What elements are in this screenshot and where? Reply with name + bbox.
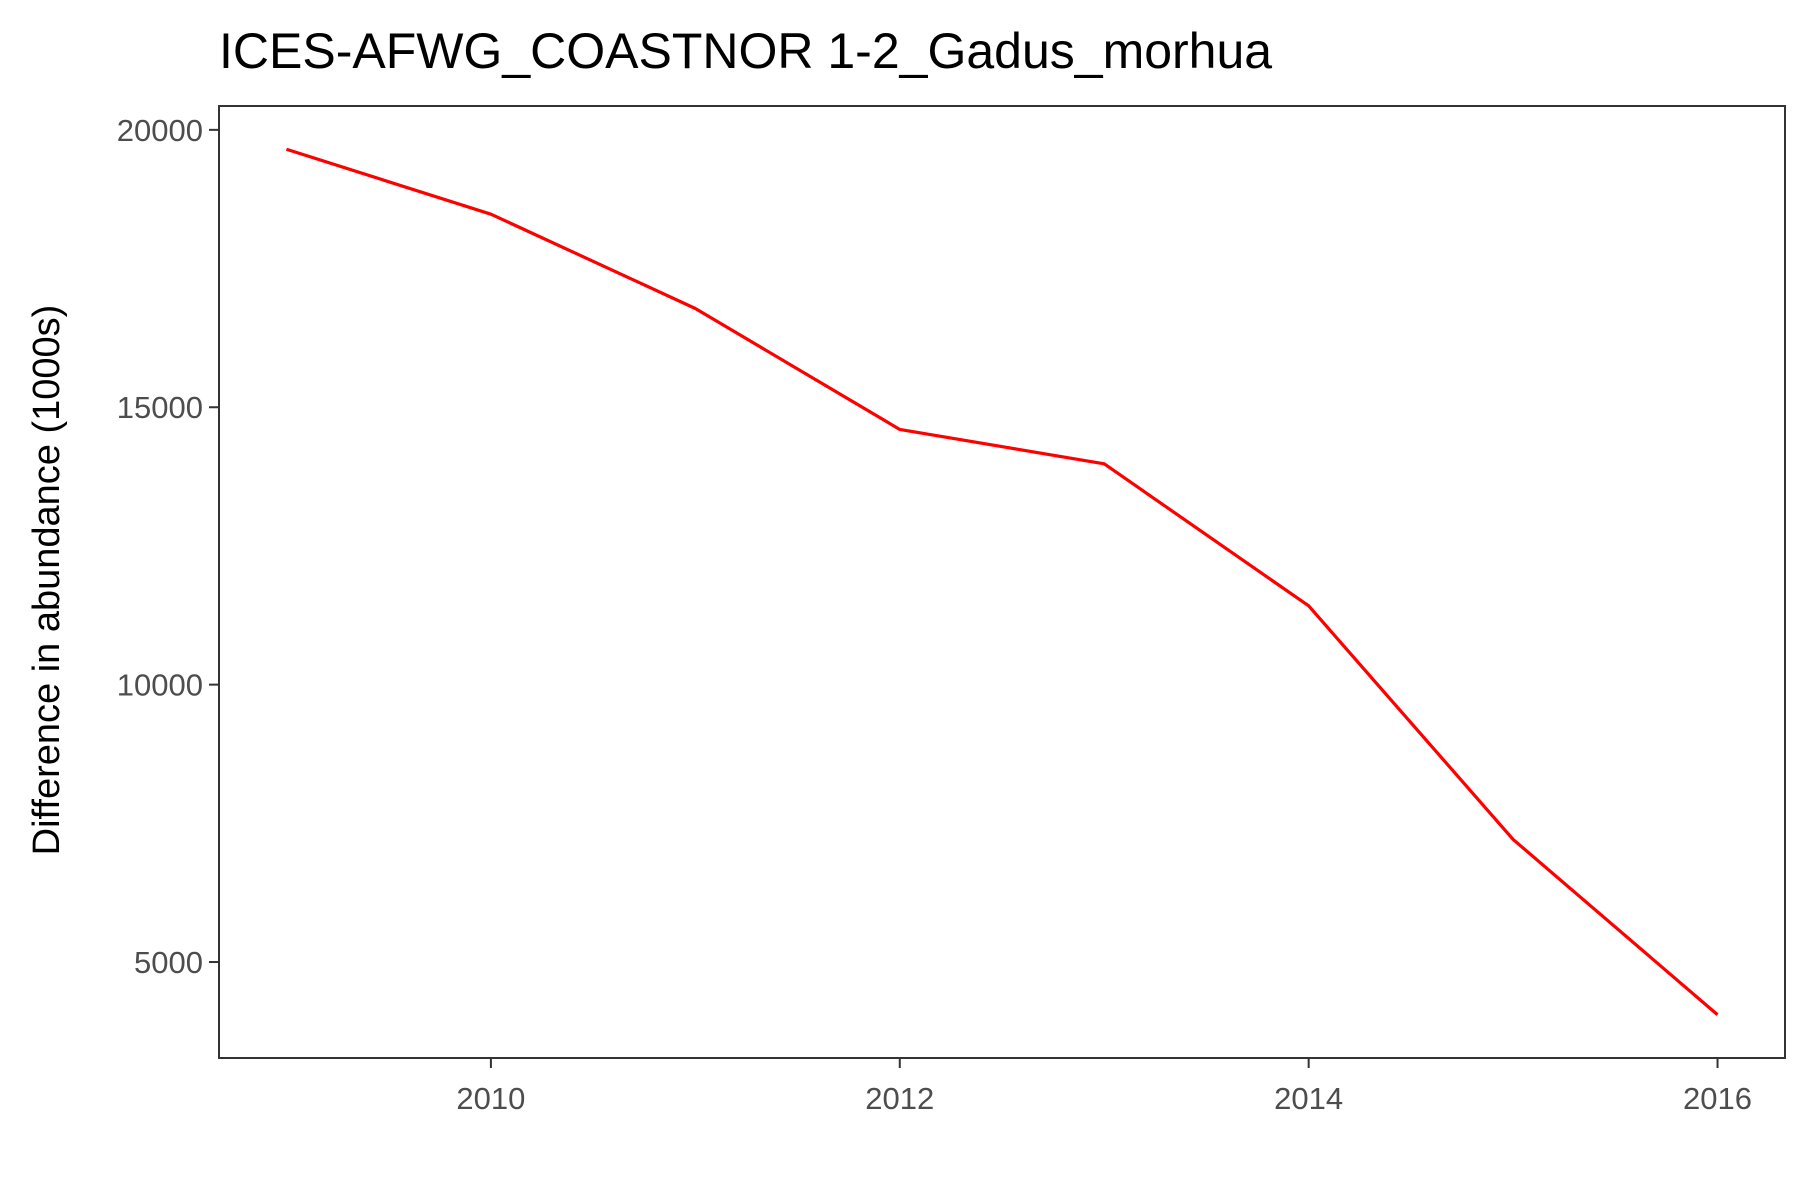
y-tick-label-10000: 10000 — [117, 668, 203, 703]
x-tick-label-2014: 2014 — [1274, 1081, 1343, 1116]
y-axis-label: Difference in abundance (1000s) — [26, 305, 68, 856]
x-tick-label-2010: 2010 — [456, 1081, 525, 1116]
series-layer — [285, 147, 1719, 1016]
plot-panel — [218, 105, 1786, 1059]
y-tick-label-20000: 20000 — [117, 113, 203, 148]
chart-title: ICES-AFWG_COASTNOR 1-2_Gadus_morhua — [219, 23, 1272, 79]
axis-layer: 2010 2012 2014 2016 5000 10000 15000 20000 — [117, 113, 1752, 1116]
panel-border — [218, 105, 1786, 1059]
series-line-0 — [285, 147, 1719, 1016]
y-tick-label-5000: 5000 — [134, 945, 203, 980]
x-tick-label-2012: 2012 — [865, 1081, 934, 1116]
y-tick-label-15000: 15000 — [117, 390, 203, 425]
x-tick-label-2016: 2016 — [1683, 1081, 1752, 1116]
